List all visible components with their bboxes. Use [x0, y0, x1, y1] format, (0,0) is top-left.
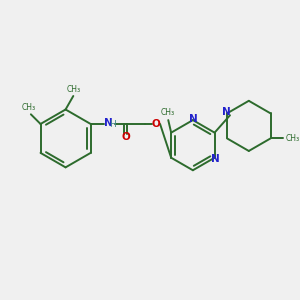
Text: CH₃: CH₃ — [66, 85, 80, 94]
Text: CH₃: CH₃ — [286, 134, 300, 143]
Text: CH₃: CH₃ — [160, 108, 174, 117]
Text: N: N — [222, 107, 230, 117]
Text: N: N — [211, 154, 220, 164]
Text: O: O — [152, 119, 161, 129]
Text: O: O — [122, 133, 131, 142]
Text: H: H — [110, 120, 116, 129]
Text: N: N — [103, 118, 112, 128]
Text: N: N — [190, 114, 198, 124]
Text: CH₃: CH₃ — [22, 103, 36, 112]
